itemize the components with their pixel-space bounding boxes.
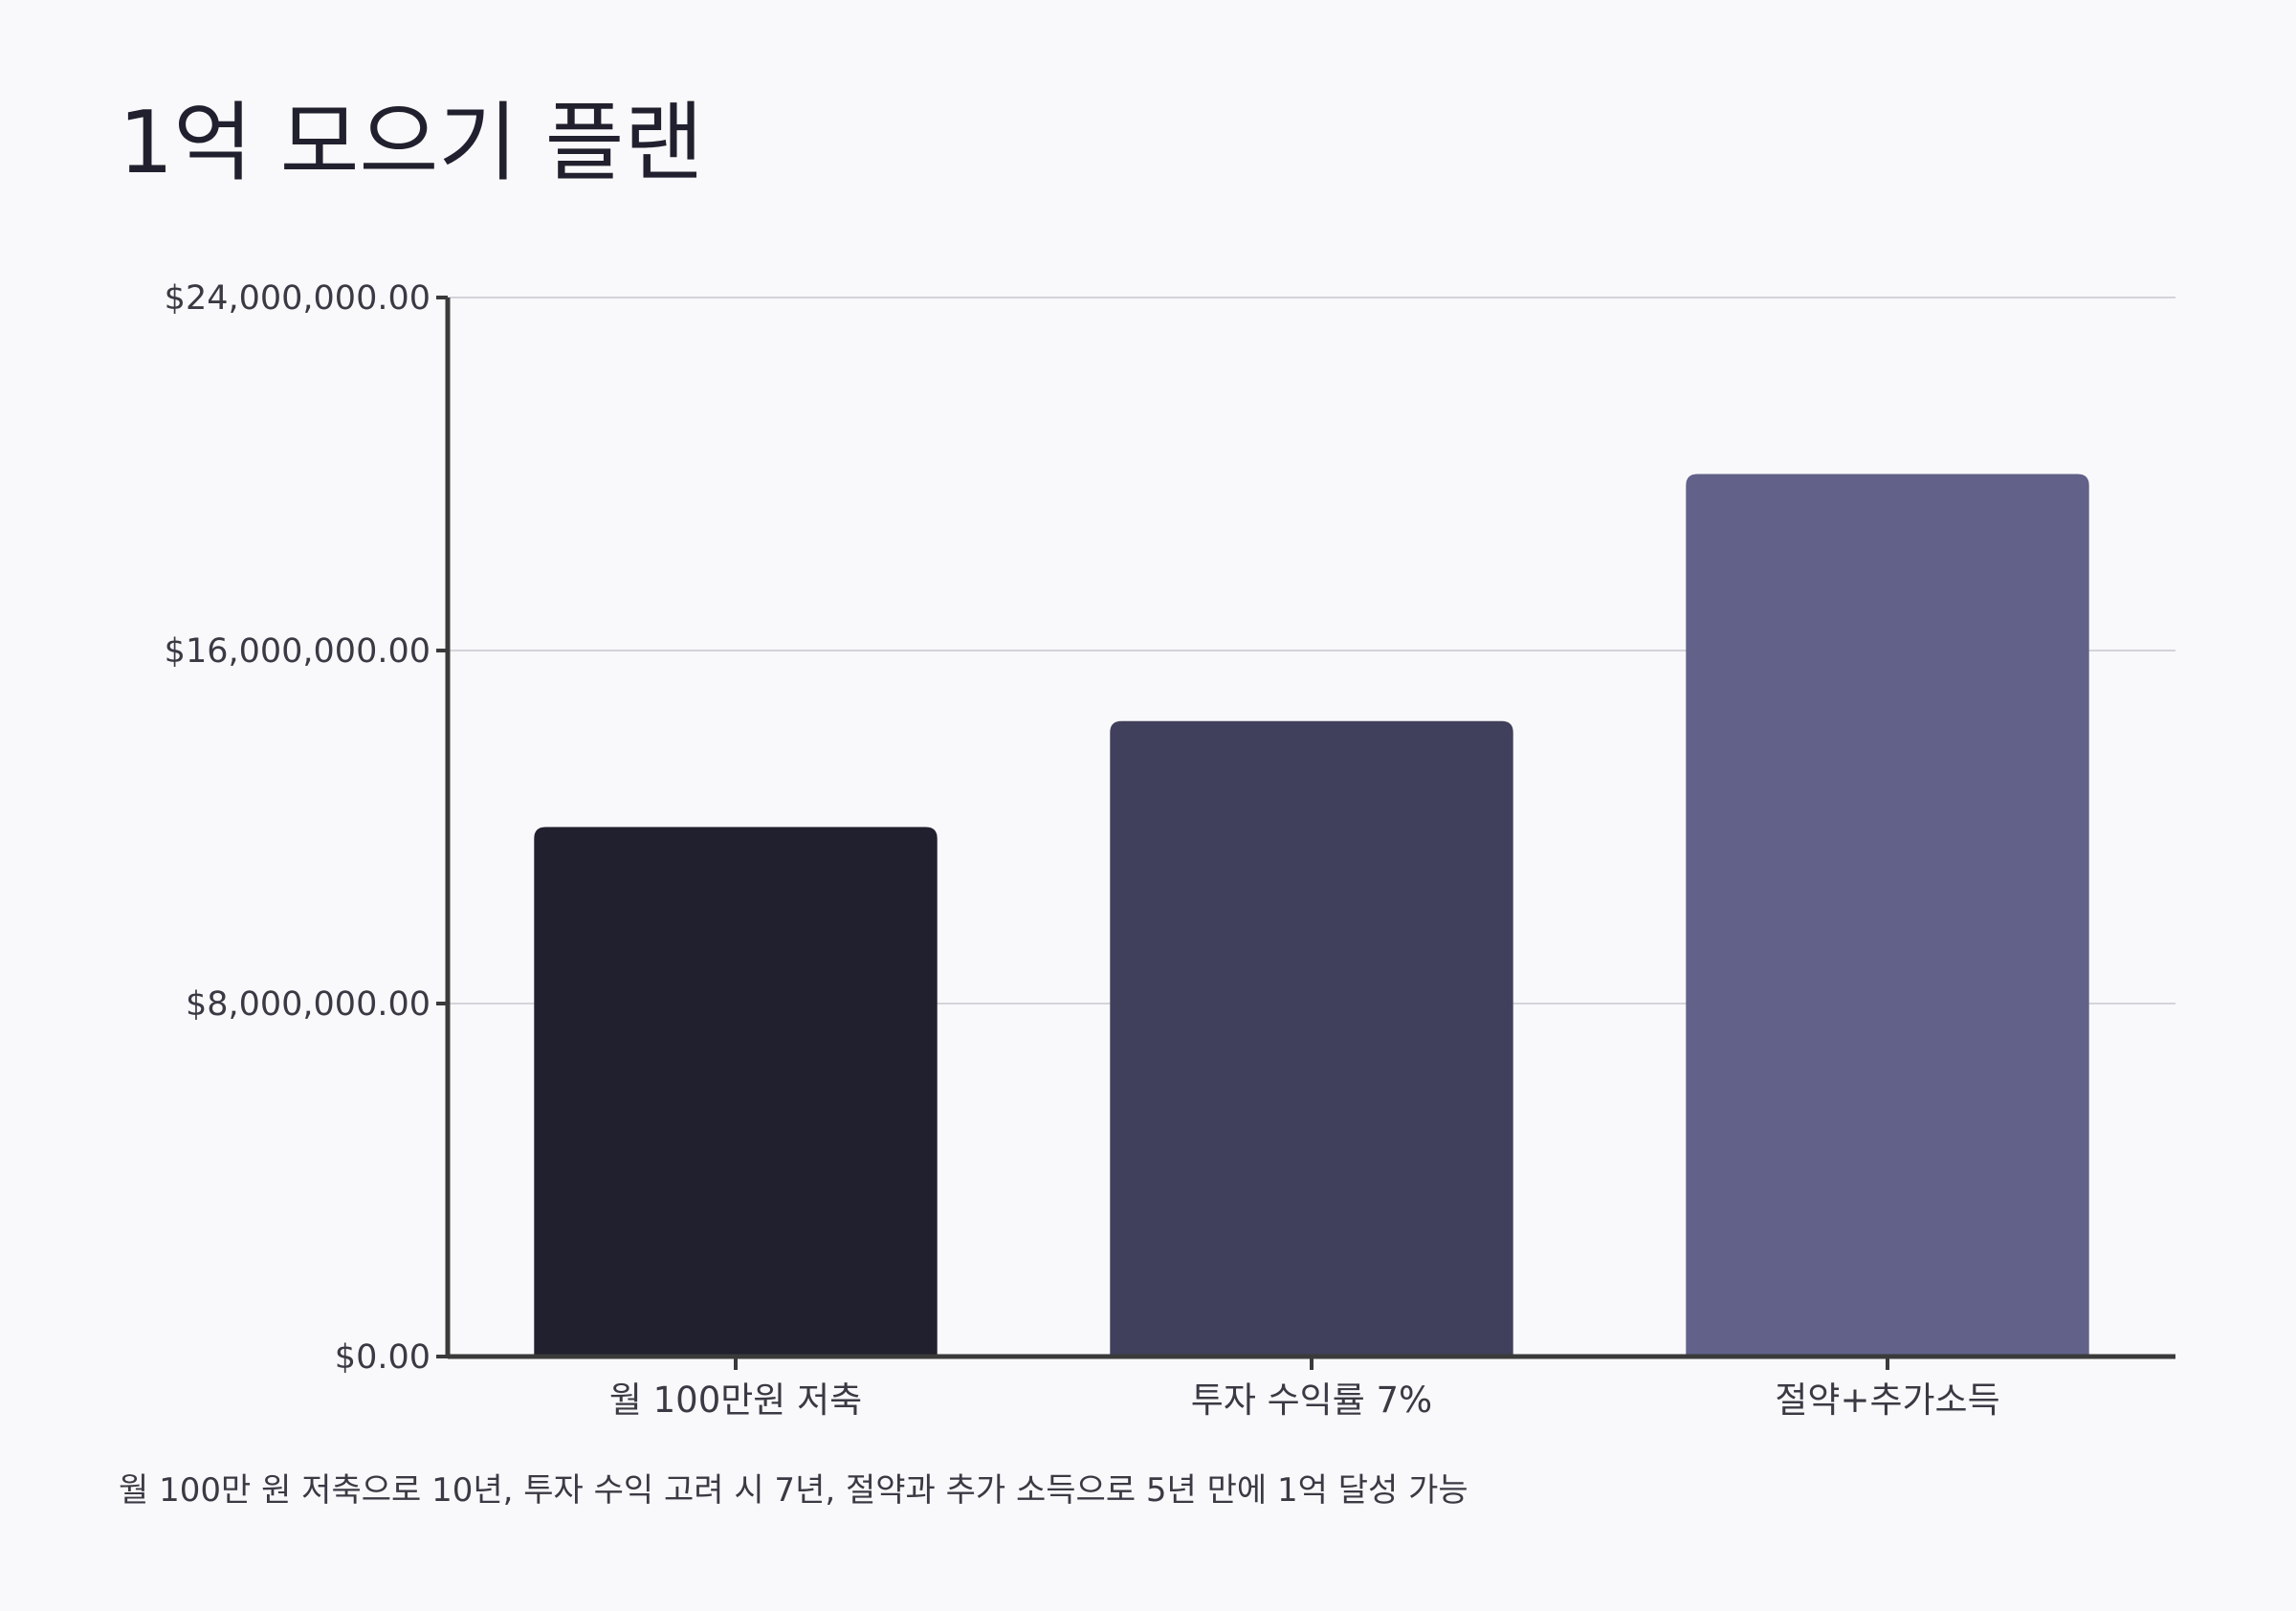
- x-tick-label: 절약+추가소득: [1775, 1379, 1999, 1421]
- y-tick-label: $8,000,000.00: [186, 985, 430, 1024]
- tick-labels: $0.00 $8,000,000.00 $16,000,000.00 $24,000,…: [165, 279, 2000, 1421]
- chart-title: 1억 모으기 플랜: [119, 93, 704, 193]
- y-tick-label: $16,000,000.00: [165, 632, 430, 671]
- y-tick-label: $24,000,000.00: [165, 279, 430, 318]
- bar: [1110, 720, 1513, 1357]
- x-tick-label: 투자 수익률 7%: [1191, 1379, 1432, 1421]
- y-tick-label: $0.00: [335, 1338, 430, 1377]
- x-tick-label: 월 100만원 저축: [609, 1379, 862, 1421]
- chart-caption: 월 100만 원 저축으로 10년, 투자 수익 고려 시 7년, 절약과 추가…: [119, 1471, 1468, 1510]
- axes: [436, 296, 2175, 1370]
- bars: [534, 474, 2089, 1357]
- bar: [534, 827, 938, 1357]
- bar: [1686, 474, 2089, 1357]
